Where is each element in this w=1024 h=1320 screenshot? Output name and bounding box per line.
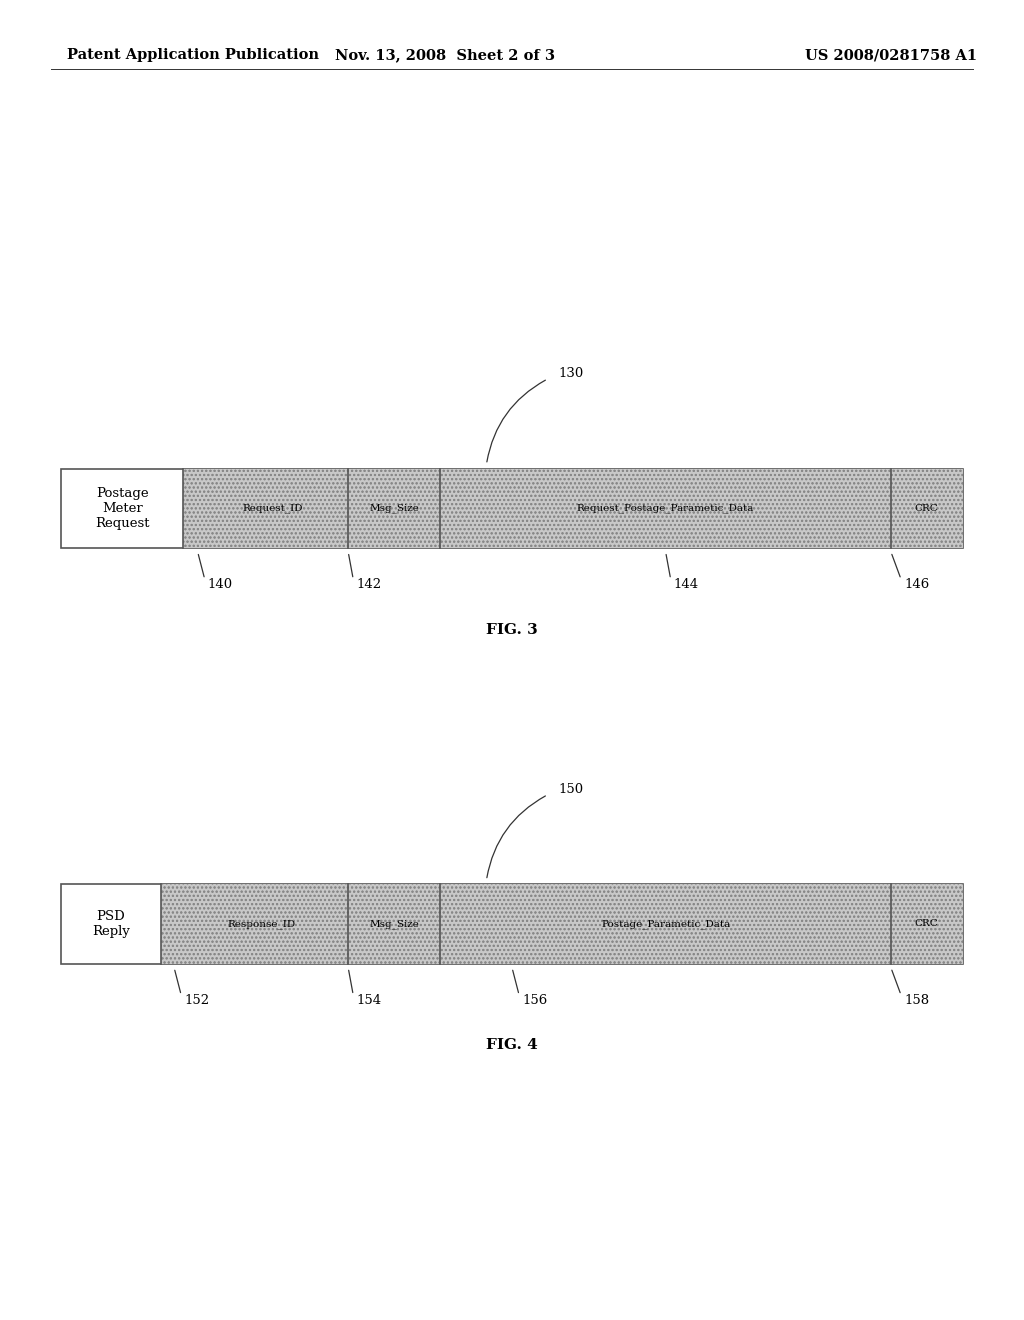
Text: 158: 158 [904, 994, 930, 1007]
Text: Patent Application Publication: Patent Application Publication [67, 49, 318, 62]
Text: FIG. 3: FIG. 3 [486, 623, 538, 636]
Text: 146: 146 [904, 578, 930, 591]
Text: Postage_Parametic_Data: Postage_Parametic_Data [601, 919, 730, 929]
Text: CRC: CRC [914, 504, 939, 512]
Text: 156: 156 [522, 994, 548, 1007]
Bar [161, 884, 963, 964]
Text: 150: 150 [558, 783, 584, 796]
Text: 152: 152 [184, 994, 210, 1007]
Text: FIG. 4: FIG. 4 [486, 1039, 538, 1052]
Bar [161, 884, 963, 964]
Text: 144: 144 [674, 578, 699, 591]
Text: 130: 130 [558, 367, 584, 380]
Text: US 2008/0281758 A1: US 2008/0281758 A1 [805, 49, 977, 62]
Text: Nov. 13, 2008  Sheet 2 of 3: Nov. 13, 2008 Sheet 2 of 3 [336, 49, 555, 62]
Text: CRC: CRC [914, 920, 939, 928]
Text: Msg_Size: Msg_Size [370, 503, 419, 513]
Text: Postage
Meter
Request: Postage Meter Request [95, 487, 150, 529]
Bar [61, 469, 963, 548]
Text: Msg_Size: Msg_Size [370, 919, 419, 929]
Bar [183, 469, 963, 548]
Bar [183, 469, 963, 548]
Text: PSD
Reply: PSD Reply [92, 909, 130, 939]
Text: 142: 142 [356, 578, 382, 591]
Bar [161, 884, 963, 964]
Text: 154: 154 [356, 994, 382, 1007]
Text: Request_Postage_Parametic_Data: Request_Postage_Parametic_Data [577, 503, 755, 513]
Text: Request_ID: Request_ID [243, 503, 303, 513]
Bar [61, 884, 963, 964]
Text: 140: 140 [208, 578, 233, 591]
Text: Response_ID: Response_ID [227, 919, 295, 929]
Bar [183, 469, 963, 548]
